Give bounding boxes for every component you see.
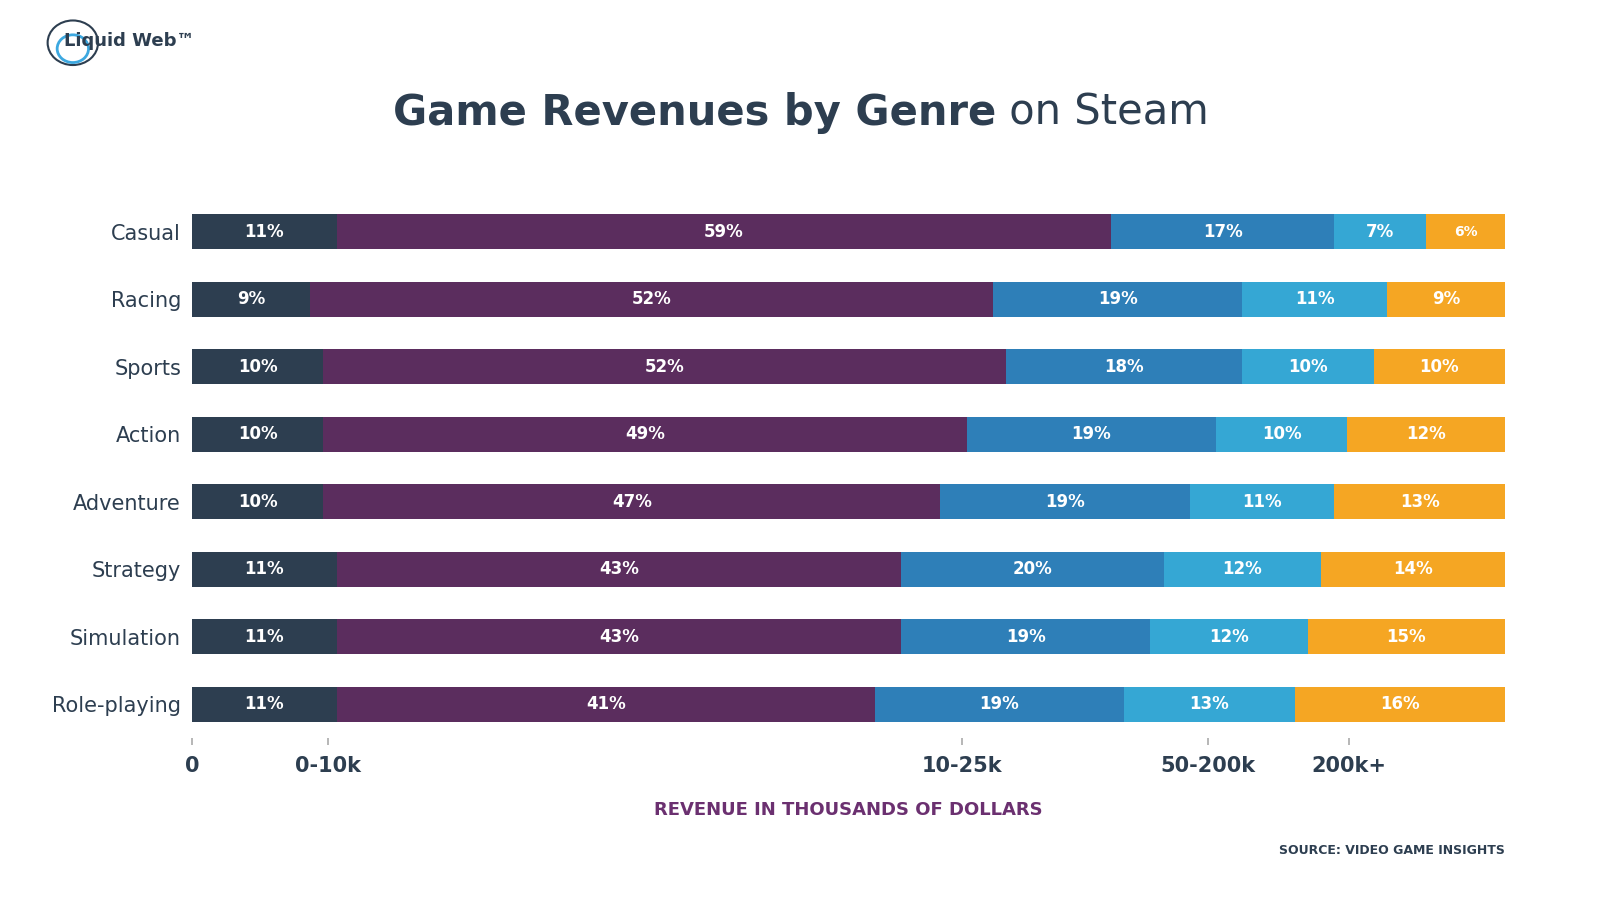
- Bar: [1242, 349, 1374, 384]
- Text: 11%: 11%: [1295, 290, 1334, 308]
- Text: 49%: 49%: [624, 426, 664, 444]
- Bar: [311, 282, 993, 317]
- Bar: [1295, 687, 1505, 722]
- Bar: [1217, 417, 1348, 452]
- Bar: [192, 282, 311, 317]
- Text: 19%: 19%: [1005, 628, 1045, 646]
- Bar: [1426, 214, 1505, 249]
- Bar: [901, 552, 1164, 587]
- Text: 7%: 7%: [1366, 223, 1394, 240]
- Bar: [1374, 349, 1505, 384]
- Text: 12%: 12%: [1406, 426, 1446, 444]
- Text: 12%: 12%: [1209, 628, 1249, 646]
- Text: 20%: 20%: [1012, 560, 1052, 579]
- Bar: [940, 484, 1190, 519]
- Text: 13%: 13%: [1399, 493, 1439, 511]
- Text: 41%: 41%: [586, 696, 626, 714]
- Text: 43%: 43%: [599, 628, 639, 646]
- Text: 19%: 19%: [1045, 493, 1085, 511]
- Bar: [192, 349, 323, 384]
- Text: 19%: 19%: [980, 696, 1020, 714]
- Text: 11%: 11%: [245, 560, 283, 579]
- X-axis label: REVENUE IN THOUSANDS OF DOLLARS: REVENUE IN THOUSANDS OF DOLLARS: [655, 801, 1042, 819]
- Bar: [323, 484, 940, 519]
- Text: 19%: 19%: [1071, 426, 1111, 444]
- Bar: [967, 417, 1217, 452]
- Bar: [192, 214, 336, 249]
- Text: 10%: 10%: [239, 493, 277, 511]
- Bar: [1308, 619, 1505, 654]
- Text: 10%: 10%: [239, 426, 277, 444]
- Bar: [1124, 687, 1295, 722]
- Bar: [336, 214, 1111, 249]
- Text: on Steam: on Steam: [996, 92, 1209, 133]
- Bar: [874, 687, 1124, 722]
- Bar: [1321, 552, 1505, 587]
- Bar: [192, 619, 336, 654]
- Bar: [1386, 282, 1505, 317]
- Bar: [1005, 349, 1242, 384]
- Text: 18%: 18%: [1105, 357, 1145, 376]
- Bar: [1348, 417, 1505, 452]
- Bar: [1334, 214, 1426, 249]
- Bar: [1164, 552, 1321, 587]
- Text: 11%: 11%: [245, 628, 283, 646]
- Bar: [192, 552, 336, 587]
- Text: Liquid Web™: Liquid Web™: [64, 32, 195, 50]
- Text: SOURCE: VIDEO GAME INSIGHTS: SOURCE: VIDEO GAME INSIGHTS: [1279, 844, 1505, 857]
- Text: 17%: 17%: [1202, 223, 1242, 240]
- Text: 43%: 43%: [599, 560, 639, 579]
- Text: 19%: 19%: [1098, 290, 1138, 308]
- Bar: [323, 417, 967, 452]
- Text: 11%: 11%: [245, 223, 283, 240]
- Bar: [1151, 619, 1308, 654]
- Text: 10%: 10%: [239, 357, 277, 376]
- Bar: [192, 484, 323, 519]
- Text: 10%: 10%: [1420, 357, 1459, 376]
- Text: 52%: 52%: [632, 290, 671, 308]
- Text: Game Revenues by Genre: Game Revenues by Genre: [392, 92, 996, 133]
- Bar: [192, 687, 336, 722]
- Text: 16%: 16%: [1380, 696, 1420, 714]
- Bar: [1334, 484, 1505, 519]
- Bar: [336, 687, 874, 722]
- Text: 59%: 59%: [704, 223, 744, 240]
- Bar: [336, 552, 901, 587]
- Text: 9%: 9%: [1431, 290, 1460, 308]
- Bar: [192, 417, 323, 452]
- Bar: [901, 619, 1151, 654]
- Bar: [1190, 484, 1334, 519]
- Bar: [1242, 282, 1386, 317]
- Text: 12%: 12%: [1223, 560, 1262, 579]
- Bar: [993, 282, 1242, 317]
- Text: 11%: 11%: [245, 696, 283, 714]
- Bar: [336, 619, 901, 654]
- Text: 15%: 15%: [1386, 628, 1426, 646]
- Bar: [323, 349, 1005, 384]
- Text: 47%: 47%: [612, 493, 652, 511]
- Text: 9%: 9%: [237, 290, 266, 308]
- Bar: [1111, 214, 1334, 249]
- Text: 52%: 52%: [645, 357, 685, 376]
- Text: 6%: 6%: [1454, 225, 1478, 238]
- Text: 14%: 14%: [1393, 560, 1433, 579]
- Text: 10%: 10%: [1289, 357, 1327, 376]
- Text: 11%: 11%: [1242, 493, 1282, 511]
- Text: 13%: 13%: [1190, 696, 1230, 714]
- Text: 10%: 10%: [1262, 426, 1302, 444]
